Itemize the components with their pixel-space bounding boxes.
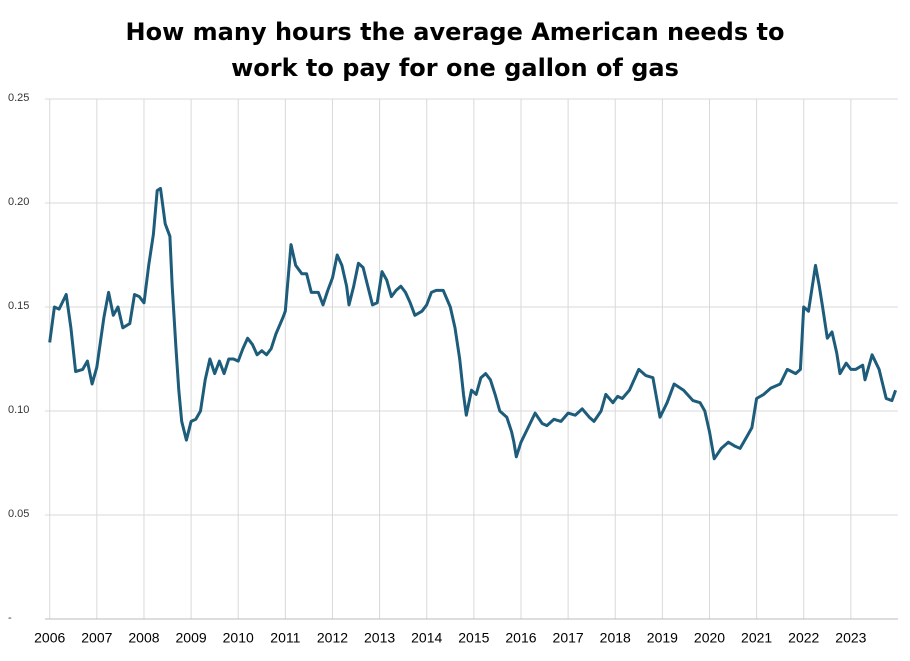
x-tick-label: 2017 — [553, 630, 584, 646]
x-tick-label: 2009 — [176, 630, 207, 646]
x-tick-label: 2012 — [317, 630, 348, 646]
x-tick-label: 2020 — [694, 630, 725, 646]
x-tick-label: 2014 — [411, 630, 442, 646]
x-tick-label: 2011 — [270, 630, 300, 646]
x-tick-label: 2022 — [788, 630, 819, 646]
x-tick-label: 2023 — [835, 630, 866, 646]
data-line — [48, 186, 898, 461]
y-tick-label: 0.20 — [8, 196, 29, 208]
x-tick-label: 2010 — [223, 630, 254, 646]
x-tick-label: 2016 — [505, 630, 536, 646]
y-tick-label: 0.05 — [8, 508, 29, 520]
x-tick-label: 2019 — [647, 630, 678, 646]
y-tick-label: 0.25 — [8, 92, 29, 104]
y-tick-label: 0.15 — [8, 300, 29, 312]
x-tick-label: 2013 — [364, 630, 395, 646]
y-tick-label: - — [8, 612, 12, 624]
y-tick-label: 0.10 — [8, 404, 29, 416]
x-tick-label: 2021 — [741, 630, 772, 646]
x-tick-label: 2007 — [81, 630, 112, 646]
x-tick-label: 2006 — [34, 630, 65, 646]
x-tick-label: 2015 — [458, 630, 489, 646]
x-tick-label: 2008 — [128, 630, 159, 646]
chart-title: How many hours the average American need… — [125, 18, 785, 82]
x-tick-label: 2018 — [600, 630, 631, 646]
